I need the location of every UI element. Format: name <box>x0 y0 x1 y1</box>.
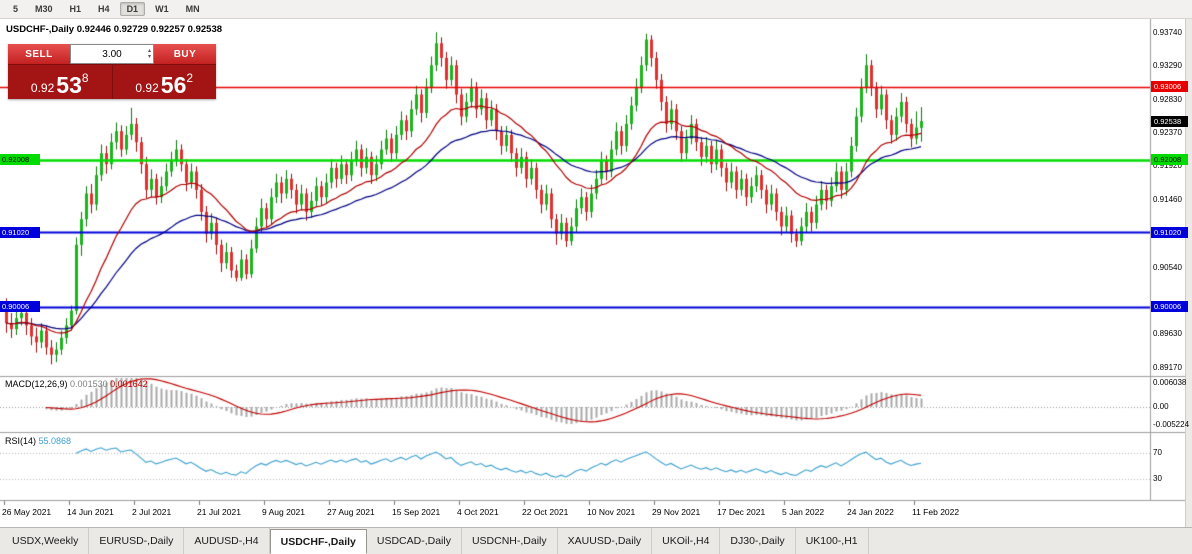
price-axis-tick: 0.92830 <box>1153 94 1182 104</box>
date-axis-label: 2 Jul 2021 <box>132 507 172 517</box>
resistance-red-price-tag[interactable]: 0.93006 <box>1151 81 1188 93</box>
date-axis-label: 24 Jan 2022 <box>847 507 894 517</box>
macd-axis-label: 0.00 <box>1153 402 1169 411</box>
chart-tab-usdchf-daily[interactable]: USDCHF-,Daily <box>269 529 367 554</box>
price-axis-tick: 0.89170 <box>1153 362 1182 372</box>
buy-price-big: 56 <box>160 72 187 98</box>
price-axis-tick: 0.90540 <box>1153 262 1182 272</box>
volume-input[interactable]: 3.00 ▴ ▾ <box>70 44 154 64</box>
timeframe-button-h1[interactable]: H1 <box>69 4 82 14</box>
chart-tab-ukoil-h4[interactable]: UKOil-,H4 <box>652 528 721 554</box>
left-line-price-tag: 0.90006 <box>0 301 40 313</box>
last-price-tag: 0.92538 <box>1151 115 1188 127</box>
chart-tab-uk100-h1[interactable]: UK100-,H1 <box>796 528 869 554</box>
date-axis-label: 11 Feb 2022 <box>912 507 960 517</box>
date-axis-label: 29 Nov 2021 <box>652 507 701 517</box>
sell-price-base: 0.92 <box>30 81 55 95</box>
macd-main-value: 0.001530 <box>70 379 108 389</box>
date-axis-label: 22 Oct 2021 <box>522 507 569 517</box>
chart-tab-xauusd-daily[interactable]: XAUUSD-,Daily <box>558 528 653 554</box>
macd-axis-label: 0.006038 <box>1153 378 1187 387</box>
rsi-value: 55.0868 <box>38 436 72 446</box>
one-click-trade-panel: SELL 3.00 ▴ ▾ BUY 0.92 53 8 0.92 56 2 <box>8 44 216 99</box>
sell-price-display[interactable]: 0.92 53 8 <box>8 65 112 99</box>
timeframe-button-h4[interactable]: H4 <box>98 4 110 14</box>
volume-value: 3.00 <box>102 48 122 60</box>
rsi-name: RSI(14) <box>5 436 37 446</box>
buy-button[interactable]: BUY <box>154 44 216 64</box>
sell-button[interactable]: SELL <box>8 44 70 64</box>
chart-tab-usdx-weekly[interactable]: USDX,Weekly <box>2 528 90 554</box>
date-axis-label: 15 Sep 2021 <box>392 507 441 517</box>
price-chart-canvas[interactable] <box>0 18 1192 528</box>
date-axis-label: 26 May 2021 <box>2 507 52 517</box>
buy-price-display[interactable]: 0.92 56 2 <box>112 65 216 99</box>
macd-indicator-label: MACD(12,26,9) 0.001530 0.001642 <box>5 379 148 389</box>
timeframe-toolbar: 5 M30 H1 H4 D1 W1 MN <box>0 0 1192 19</box>
window-right-edge <box>1185 0 1192 528</box>
price-axis-tick: 0.92370 <box>1153 128 1182 138</box>
rsi-level-label: 30 <box>1153 473 1162 483</box>
buy-price-base: 0.92 <box>135 81 159 95</box>
timeframe-button-5[interactable]: 5 <box>13 4 19 14</box>
rsi-indicator-label: RSI(14) 55.0868 <box>5 436 71 446</box>
chart-tab-usdcnh-daily[interactable]: USDCNH-,Daily <box>462 528 558 554</box>
date-axis-label: 14 Jun 2021 <box>67 507 114 517</box>
left-line-price-tag: 0.92008 <box>0 154 40 166</box>
price-axis-tick: 0.93740 <box>1153 28 1182 37</box>
date-axis-label: 5 Jan 2022 <box>782 507 825 517</box>
date-axis-label: 10 Nov 2021 <box>587 507 636 517</box>
sell-price-pip: 8 <box>81 71 89 85</box>
volume-up-arrow-icon[interactable]: ▴ <box>147 48 151 54</box>
chart-tab-usdcad-daily[interactable]: USDCAD-,Daily <box>367 528 462 554</box>
timeframe-button-m30[interactable]: M30 <box>35 4 53 14</box>
macd-signal-value: 0.001642 <box>110 379 148 389</box>
chart-tab-dj30-daily[interactable]: DJ30-,Daily <box>720 528 796 554</box>
date-axis-label: 27 Aug 2021 <box>327 507 375 517</box>
date-axis-label: 17 Dec 2021 <box>717 507 766 517</box>
volume-down-arrow-icon[interactable]: ▾ <box>147 54 151 60</box>
timeframe-button-mn[interactable]: MN <box>185 4 200 14</box>
price-axis-tick: 0.91920 <box>1153 161 1182 171</box>
date-axis-label: 9 Aug 2021 <box>262 507 306 517</box>
left-line-price-tag: 0.91020 <box>0 226 40 238</box>
chart-symbol-header: USDCHF-,Daily 0.92446 0.92729 0.92257 0.… <box>6 24 223 35</box>
date-axis-label: 21 Jul 2021 <box>197 507 241 517</box>
trade-panel-controls: SELL 3.00 ▴ ▾ BUY <box>8 44 216 64</box>
sell-price-big: 53 <box>56 72 82 98</box>
chart-tab-audusd-h4[interactable]: AUDUSD-,H4 <box>184 528 270 554</box>
support-green-price-tag[interactable]: 0.92008 <box>1151 154 1188 166</box>
support-blue-upper-price-tag[interactable]: 0.91020 <box>1151 226 1188 238</box>
macd-axis-label: -0.005224 <box>1153 420 1190 429</box>
trade-panel-prices: 0.92 53 8 0.92 56 2 <box>8 65 216 99</box>
date-axis-label: 4 Oct 2021 <box>457 507 499 517</box>
price-axis-tick: 0.89630 <box>1153 329 1182 339</box>
support-blue-lower-price-tag[interactable]: 0.90006 <box>1151 301 1188 313</box>
price-axis-tick: 0.93290 <box>1153 60 1182 70</box>
price-axis-tick: 0.91460 <box>1153 195 1182 205</box>
timeframe-button-w1[interactable]: W1 <box>155 4 169 14</box>
buy-price-pip: 2 <box>186 71 194 85</box>
chart-tab-eurusd-daily[interactable]: EURUSD-,Daily <box>89 528 185 554</box>
timeframe-button-d1[interactable]: D1 <box>119 2 146 16</box>
chart-tab-bar: USDX,Weekly EURUSD-,Daily AUDUSD-,H4 USDCHF… <box>0 527 1192 554</box>
macd-name: MACD(12,26,9) <box>5 379 68 389</box>
volume-spinner[interactable]: ▴ ▾ <box>148 46 151 62</box>
rsi-level-label: 70 <box>1153 448 1162 458</box>
